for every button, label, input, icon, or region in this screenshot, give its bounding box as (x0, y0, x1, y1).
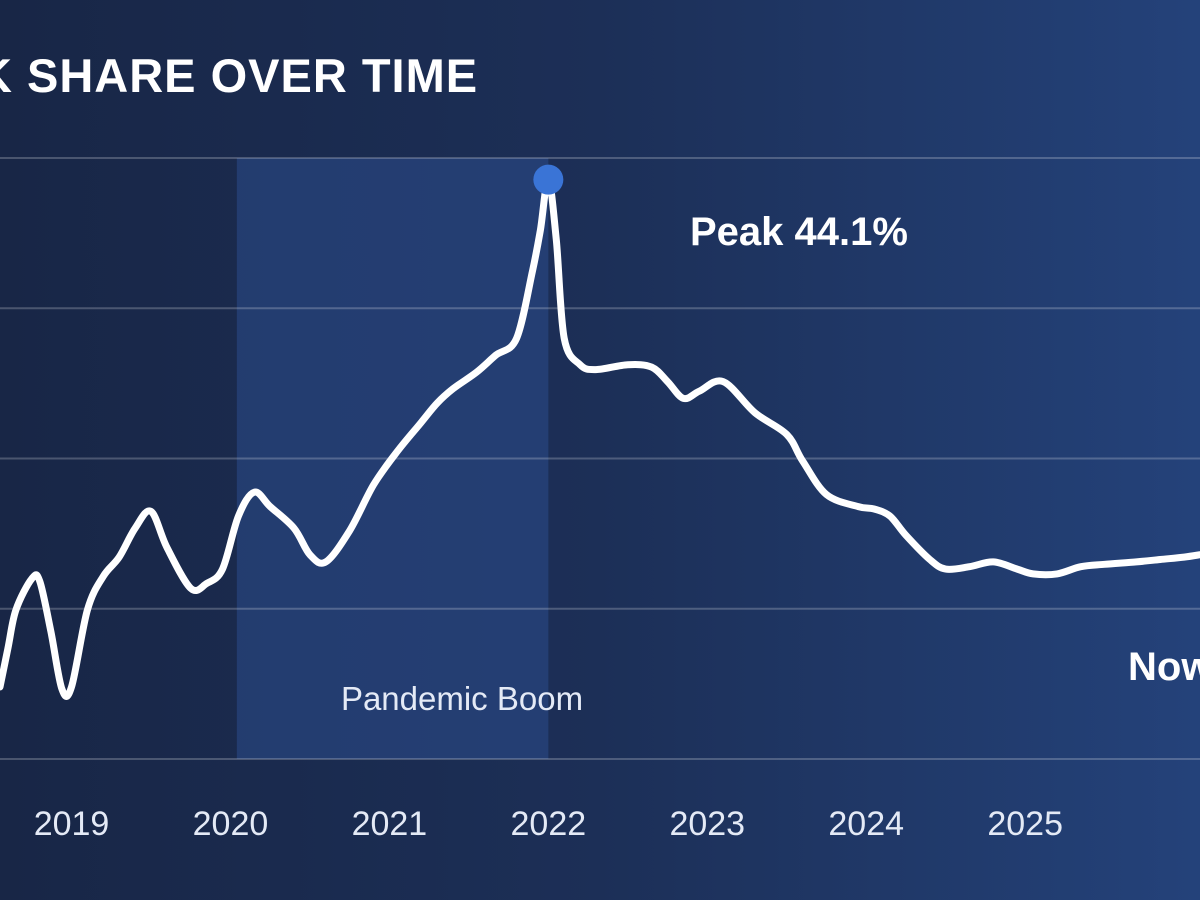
grid-lines (0, 157, 1200, 760)
x-tick-label: 2021 (352, 805, 428, 843)
shaded-region-label: Pandemic Boom (341, 680, 583, 717)
x-tick-label: 2025 (987, 805, 1063, 843)
x-tick-label: 2022 (511, 805, 587, 843)
x-tick-label: 2023 (669, 805, 745, 843)
now-label: Now (1128, 645, 1200, 689)
series-line (0, 176, 1200, 700)
peak-marker (533, 164, 564, 195)
peak-label: Peak 44.1% (690, 210, 908, 254)
x-axis-ticks: 2019 2020 2021 2022 2023 2024 2025 (34, 805, 1063, 843)
x-tick-label: 2020 (193, 805, 269, 843)
x-tick-label: 2024 (828, 805, 904, 843)
chart-title: K SHARE OVER TIME (0, 49, 479, 102)
x-tick-label: 2019 (34, 805, 110, 843)
